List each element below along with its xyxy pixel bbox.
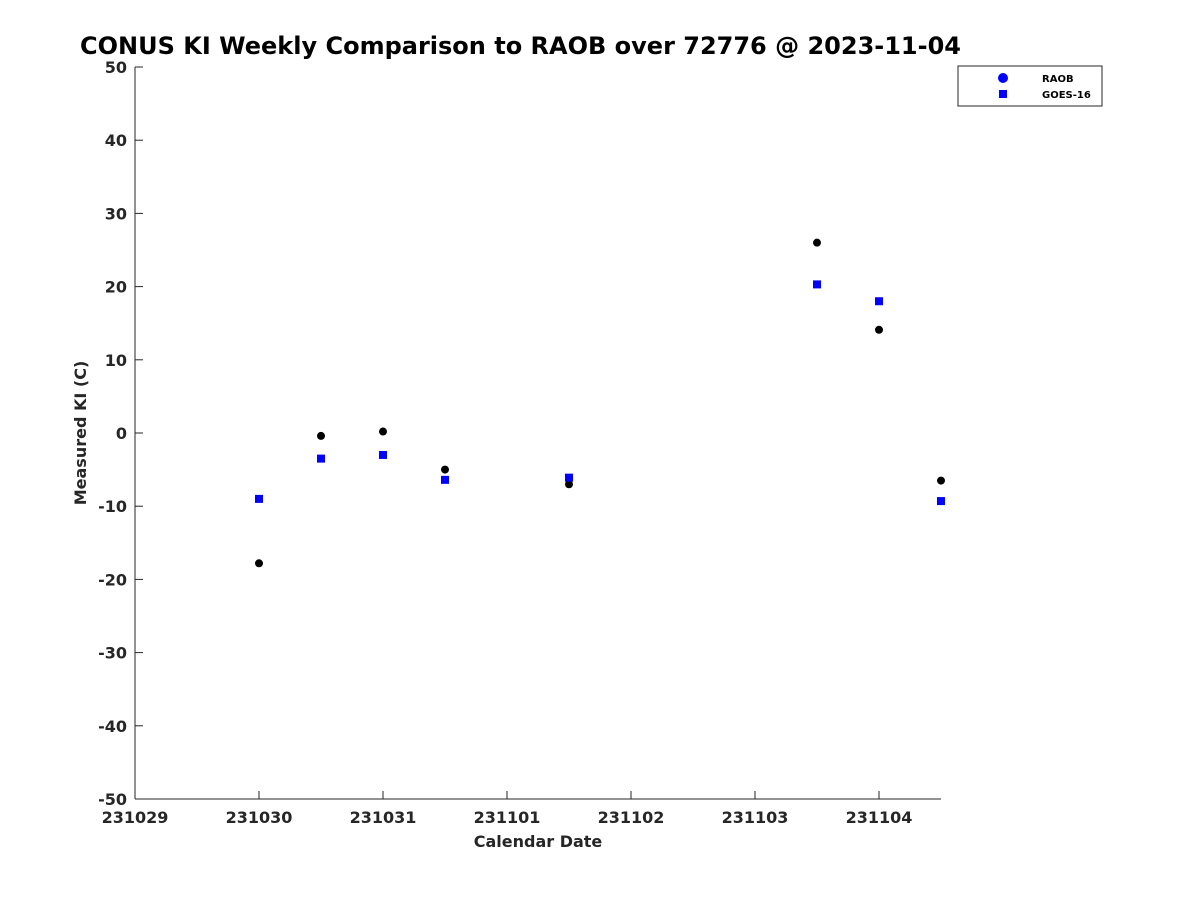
y-tick-label: 20 <box>105 278 127 297</box>
chart-title: CONUS KI Weekly Comparison to RAOB over … <box>80 32 961 60</box>
goes16-point <box>565 473 573 482</box>
raob-point <box>875 325 883 334</box>
x-tick-label: 231101 <box>474 808 541 827</box>
x-axis-label: Calendar Date <box>474 832 603 851</box>
goes16-point <box>813 280 821 289</box>
legend-goes16-marker <box>999 90 1007 98</box>
y-tick-label: -30 <box>98 644 127 663</box>
y-tick-label: 30 <box>105 204 127 223</box>
y-tick-label: 10 <box>105 351 127 370</box>
raob-point <box>937 476 945 485</box>
x-tick-label: 231103 <box>722 808 789 827</box>
legend: RAOB GOES-16 <box>957 65 1103 107</box>
raob-point <box>255 559 263 568</box>
y-tick-label: -20 <box>98 570 127 589</box>
goes16-point <box>255 494 263 503</box>
x-tick-label: 231104 <box>846 808 913 827</box>
goes16-point <box>937 497 945 506</box>
raob-point <box>813 238 821 247</box>
legend-raob-marker <box>998 73 1008 83</box>
legend-box <box>957 65 1103 107</box>
y-tick-label: 0 <box>116 424 127 443</box>
y-tick-label: 40 <box>105 131 127 150</box>
goes16-point <box>441 475 449 484</box>
data-marks <box>255 238 945 568</box>
raob-point <box>317 431 325 440</box>
y-tick-label: -50 <box>98 790 127 809</box>
x-tick-label: 231029 <box>102 808 169 827</box>
raob-point <box>379 427 387 436</box>
legend-label: GOES-16 <box>1042 90 1091 101</box>
legend-label: RAOB <box>1042 74 1074 85</box>
x-tick-label: 231031 <box>350 808 417 827</box>
x-tick-label: 231102 <box>598 808 665 827</box>
y-tick-label: 50 <box>105 58 127 77</box>
raob-point <box>441 465 449 474</box>
raob-point <box>565 480 573 489</box>
y-tick-label: -10 <box>98 497 127 516</box>
y-axis-label: Measured KI (C) <box>71 361 90 506</box>
y-tick-label: -40 <box>98 717 127 736</box>
goes16-point <box>379 450 387 459</box>
x-tick-label: 231030 <box>226 808 293 827</box>
goes16-point <box>317 454 325 463</box>
goes16-point <box>875 297 883 306</box>
